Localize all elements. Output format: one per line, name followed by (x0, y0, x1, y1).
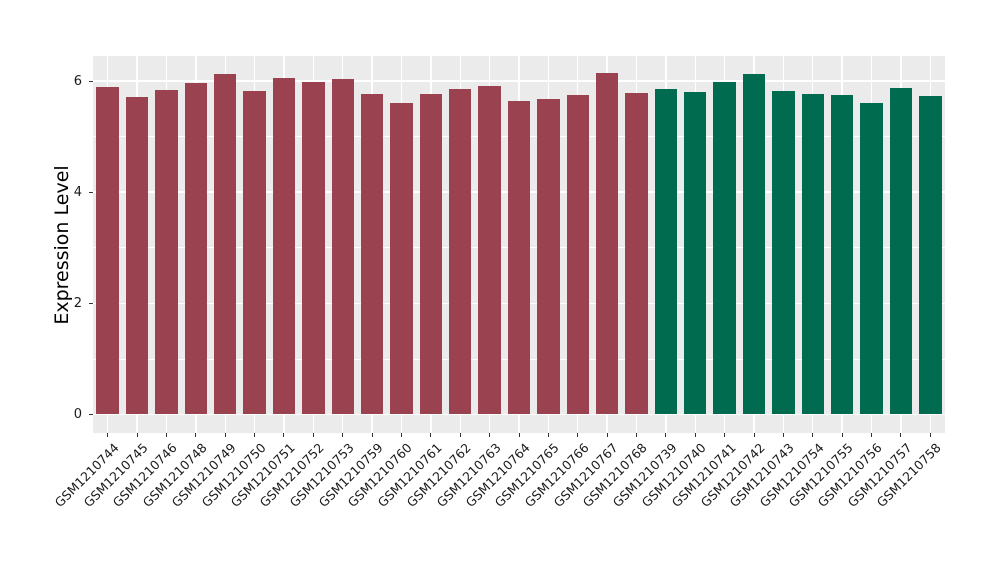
bar-GSM1210762 (449, 88, 472, 415)
x-tick-mark (136, 433, 138, 437)
bar-GSM1210745 (125, 97, 149, 415)
y-tick-label-2: 2 (73, 295, 82, 311)
plot-panel (93, 56, 945, 433)
x-tick-mark (489, 433, 491, 437)
bar-GSM1210752 (302, 82, 325, 415)
bar-GSM1210746 (155, 89, 178, 415)
y-tick-label-0: 0 (73, 407, 82, 422)
x-tick-mark (724, 433, 726, 437)
x-tick-mark (841, 433, 843, 437)
bar-GSM1210742 (742, 73, 766, 415)
x-tick-mark (665, 433, 667, 437)
y-tick-mark (89, 80, 93, 82)
x-tick-mark (518, 433, 520, 437)
x-tick-mark (929, 433, 931, 437)
bar-GSM1210768 (625, 93, 648, 415)
x-tick-mark (753, 433, 755, 437)
x-tick-mark (812, 433, 814, 437)
x-tick-mark (900, 433, 902, 437)
x-tick-mark (636, 433, 638, 437)
x-tick-mark (430, 433, 432, 437)
bar-GSM1210751 (272, 78, 296, 415)
x-tick-mark (871, 433, 873, 437)
x-tick-mark (312, 433, 314, 437)
bar-GSM1210766 (566, 94, 589, 415)
bar-GSM1210756 (860, 102, 883, 415)
bar-GSM1210740 (684, 92, 707, 415)
x-tick-mark (195, 433, 197, 437)
bar-GSM1210753 (331, 78, 354, 415)
bar-GSM1210741 (713, 82, 736, 415)
bar-GSM1210758 (919, 96, 942, 415)
bar-GSM1210748 (184, 83, 208, 415)
x-tick-mark (547, 433, 549, 437)
bar-GSM1210754 (801, 94, 824, 415)
bar-GSM1210749 (214, 74, 237, 415)
bar-GSM1210757 (889, 88, 913, 415)
x-tick-mark (224, 433, 226, 437)
bar-GSM1210750 (243, 91, 266, 415)
bar-GSM1210763 (478, 86, 501, 415)
x-tick-mark (283, 433, 285, 437)
x-tick-mark (694, 433, 696, 437)
x-tick-mark (606, 433, 608, 437)
x-tick-mark (165, 433, 167, 437)
bar-GSM1210743 (772, 91, 795, 415)
x-tick-mark (342, 433, 344, 437)
bar-GSM1210765 (537, 98, 560, 415)
x-tick-mark (107, 433, 109, 437)
y-tick-label-6: 6 (73, 73, 82, 89)
bar-GSM1210744 (96, 87, 119, 415)
bar-GSM1210739 (654, 88, 678, 415)
y-tick-mark (89, 302, 93, 304)
bar-GSM1210764 (507, 101, 531, 415)
bar-GSM1210755 (830, 94, 854, 415)
bar-GSM1210761 (419, 93, 443, 415)
y-tick-label-4: 4 (73, 184, 82, 200)
x-tick-mark (782, 433, 784, 437)
y-tick-mark (89, 191, 93, 193)
x-tick-mark (459, 433, 461, 437)
y-tick-mark (89, 414, 93, 415)
x-tick-mark (577, 433, 579, 437)
x-tick-mark (400, 433, 402, 437)
bar-GSM1210759 (360, 93, 384, 415)
bar-GSM1210760 (390, 103, 413, 415)
bar-GSM1210767 (595, 73, 619, 415)
x-tick-mark (254, 433, 256, 437)
x-tick-mark (371, 433, 373, 437)
